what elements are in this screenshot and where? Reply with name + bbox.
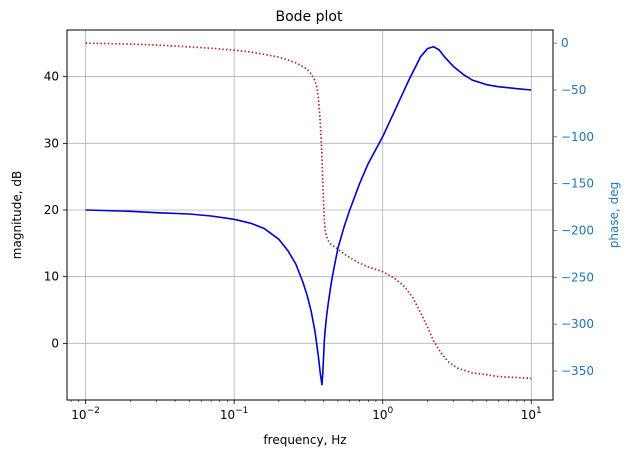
phase-series-line — [85, 42, 532, 380]
right-tick-label: −350 — [561, 364, 594, 378]
right-tick-label: −250 — [561, 270, 594, 284]
left-axis-label: magnitude, dB — [10, 171, 24, 259]
chart-title: Bode plot — [276, 9, 343, 25]
left-tick-label: 0 — [51, 336, 59, 350]
x-axis-label: frequency, Hz — [263, 433, 346, 447]
left-tick-label: 30 — [44, 136, 59, 150]
left-axis-ticks: 0 10 20 30 40 — [44, 70, 67, 350]
left-tick-label: 10 — [44, 270, 59, 284]
left-tick-label: 20 — [44, 203, 59, 217]
grid — [67, 30, 553, 400]
right-tick-label: −300 — [561, 317, 594, 331]
left-tick-label: 40 — [44, 70, 59, 84]
x-tick-label: 100 — [372, 406, 393, 422]
x-tick-label: 10−1 — [220, 406, 249, 422]
x-tick-label: 101 — [521, 406, 542, 422]
right-tick-label: −50 — [561, 83, 586, 97]
right-tick-label: 0 — [561, 36, 569, 50]
right-tick-label: −100 — [561, 130, 594, 144]
right-tick-label: −150 — [561, 177, 594, 191]
right-tick-label: −200 — [561, 223, 594, 237]
plot-frame — [66, 29, 554, 401]
x-axis-ticks: 10−2 10−1 100 101 — [70, 400, 542, 422]
right-axis-label: phase, deg — [607, 182, 621, 248]
magnitude-series-line — [85, 45, 532, 386]
right-axis-ticks: 0 −50 −100 −150 −200 −250 −300 −350 — [553, 36, 594, 378]
x-tick-label: 10−2 — [71, 406, 100, 422]
plot-lines — [85, 42, 532, 386]
